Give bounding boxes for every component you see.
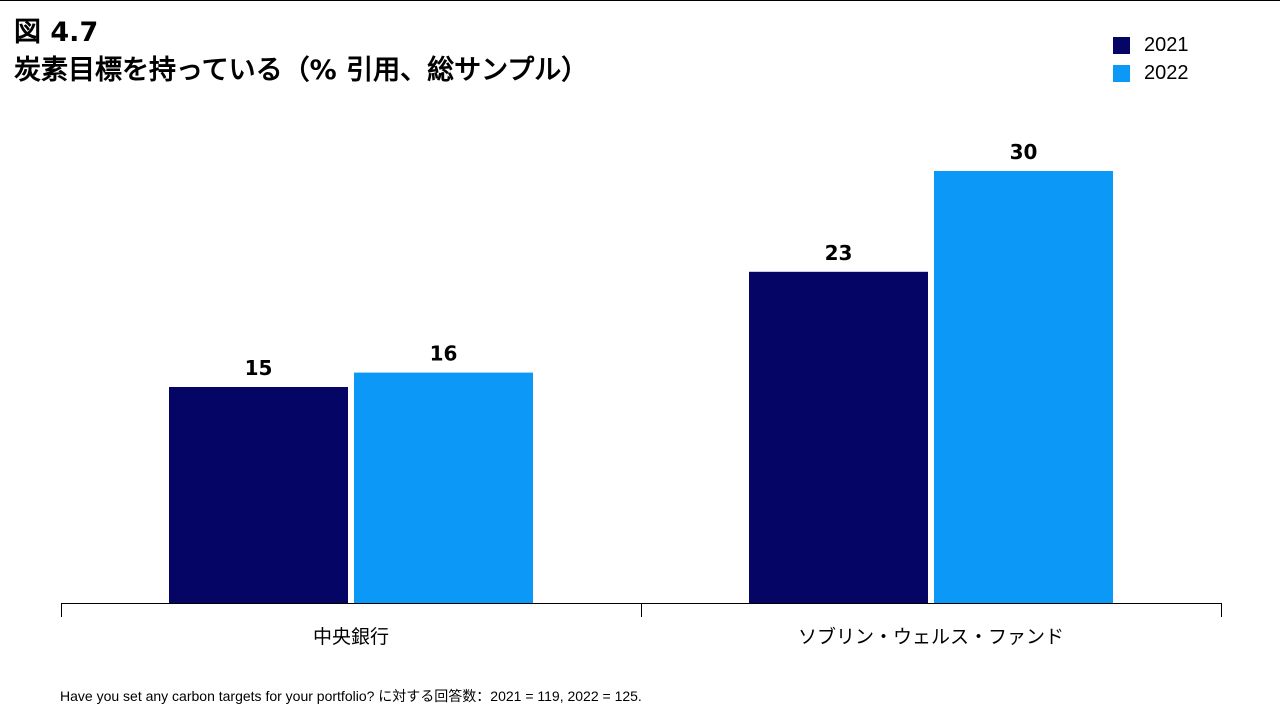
labels-group: 15 16 中央銀行 23 30 ソブリン・ウェルス・ファンド: [245, 140, 1064, 648]
category-label-1: ソブリン・ウェルス・ファンド: [798, 625, 1064, 648]
bar-2022-0: [354, 372, 533, 603]
bars-group: [169, 171, 1113, 603]
legend-item-2022: 2022: [1113, 59, 1189, 87]
legend-swatch-2022: [1113, 64, 1130, 82]
category-label-0: 中央銀行: [313, 626, 389, 648]
data-label-2022-1: 30: [1010, 140, 1038, 164]
x-axis: [61, 603, 1222, 617]
figure-number: 図 4.7: [14, 17, 99, 48]
bar-2021-1: [749, 271, 928, 603]
legend-label-2022: 2022: [1144, 62, 1189, 84]
data-label-2022-0: 16: [430, 342, 458, 366]
legend-swatch-2021: [1113, 36, 1130, 54]
bar-2022-1: [934, 171, 1113, 603]
top-rule: [0, 0, 1280, 1]
legend-label-2021: 2021: [1144, 34, 1189, 56]
data-label-2021-0: 15: [245, 356, 273, 380]
chart-title: 炭素目標を持っている（% 引用、総サンプル）: [14, 55, 589, 86]
bar-chart: 15 16 中央銀行 23 30 ソブリン・ウェルス・ファンド: [61, 140, 1222, 648]
footnote: Have you set any carbon targets for your…: [60, 688, 642, 704]
bar-2021-0: [169, 387, 348, 603]
data-label-2021-1: 23: [825, 241, 853, 265]
legend-item-2021: 2021: [1113, 31, 1189, 59]
legend: 2021 2022: [1113, 31, 1189, 87]
